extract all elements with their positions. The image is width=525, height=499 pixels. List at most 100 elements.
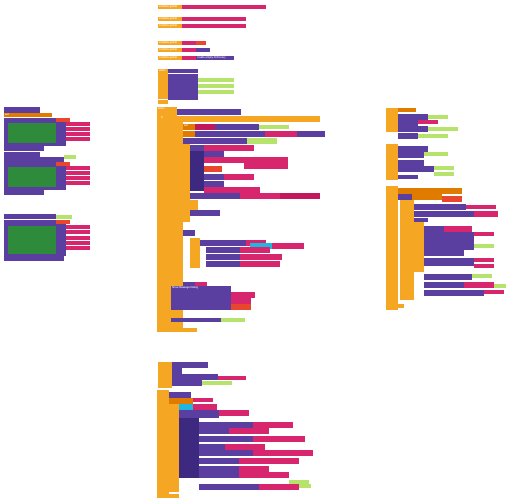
- value-block[interactable]: [293, 450, 313, 456]
- call-block[interactable]: [398, 126, 428, 132]
- value-block[interactable]: [444, 226, 472, 232]
- text-block[interactable]: [198, 90, 234, 94]
- loop-block[interactable]: [190, 151, 204, 191]
- value-block[interactable]: [231, 298, 251, 304]
- text-block[interactable]: [56, 215, 72, 219]
- component-block[interactable]: [414, 218, 428, 222]
- container-block[interactable]: [8, 226, 56, 254]
- component-block[interactable]: [172, 368, 182, 374]
- text-block[interactable]: [418, 134, 448, 138]
- call-block[interactable]: [195, 131, 265, 137]
- event-footer[interactable]: [157, 494, 179, 498]
- value-block[interactable]: [272, 243, 304, 249]
- number-block[interactable]: [231, 304, 251, 310]
- value-block[interactable]: [240, 247, 270, 253]
- number-block[interactable]: [196, 41, 206, 45]
- call-block[interactable]: [199, 450, 253, 456]
- event-block[interactable]: [386, 144, 398, 180]
- component-block[interactable]: [204, 174, 224, 180]
- value-block[interactable]: [195, 282, 207, 288]
- text-block[interactable]: [428, 127, 458, 131]
- number-block[interactable]: [204, 166, 222, 172]
- value-block[interactable]: [193, 404, 217, 410]
- call-block[interactable]: [199, 472, 239, 478]
- call-block[interactable]: [206, 254, 240, 260]
- call-block[interactable]: [172, 380, 202, 386]
- if-footer[interactable]: [190, 200, 198, 210]
- component-block[interactable]: [4, 256, 64, 261]
- component-block[interactable]: [4, 146, 44, 151]
- global-init-block[interactable]: initialize global: [158, 24, 182, 28]
- value-block[interactable]: [265, 131, 297, 137]
- call-block[interactable]: [297, 131, 325, 137]
- component-block[interactable]: [190, 145, 204, 151]
- container-block[interactable]: [8, 167, 56, 187]
- value-block[interactable]: [204, 157, 244, 163]
- value-block[interactable]: [196, 17, 246, 21]
- component-block[interactable]: [190, 210, 220, 216]
- event-block[interactable]: [386, 108, 398, 132]
- call-block[interactable]: [424, 258, 474, 266]
- value-block[interactable]: [240, 261, 280, 267]
- set-block[interactable]: [398, 188, 462, 194]
- component-block[interactable]: [183, 230, 195, 236]
- value-block[interactable]: [182, 24, 196, 28]
- component-block[interactable]: [177, 109, 241, 115]
- if-body[interactable]: [190, 238, 200, 268]
- call-block[interactable]: [424, 282, 464, 288]
- procedure-footer[interactable]: [157, 328, 197, 332]
- value-block[interactable]: [182, 41, 196, 45]
- if-block[interactable]: [414, 222, 424, 272]
- text-block[interactable]: [289, 480, 309, 484]
- value-block[interactable]: [66, 241, 90, 245]
- set-block[interactable]: [169, 398, 193, 404]
- call-block[interactable]: [398, 166, 434, 172]
- event-block[interactable]: [158, 362, 172, 388]
- global-init-block[interactable]: initialize global: [158, 17, 182, 21]
- text-block[interactable]: [424, 152, 448, 156]
- value-block[interactable]: [418, 120, 438, 124]
- if-block[interactable]: [165, 404, 179, 492]
- text-block[interactable]: [428, 115, 448, 119]
- loop-block[interactable]: [179, 418, 199, 478]
- call-block[interactable]: [172, 374, 218, 380]
- value-block[interactable]: [195, 124, 215, 130]
- text-block[interactable]: [198, 84, 234, 88]
- value-block[interactable]: [244, 163, 288, 169]
- component-block[interactable]: [398, 133, 418, 139]
- call-block[interactable]: [434, 204, 466, 210]
- value-block[interactable]: [281, 436, 305, 442]
- value-block[interactable]: [66, 246, 90, 250]
- call-block[interactable]: [179, 410, 219, 418]
- text-block[interactable]: [259, 125, 289, 129]
- component-block[interactable]: [398, 194, 412, 200]
- value-block[interactable]: [239, 458, 299, 464]
- text-block[interactable]: [202, 381, 232, 385]
- call-block[interactable]: [199, 428, 229, 434]
- global-init-block[interactable]: initialize global: [158, 41, 182, 45]
- call-block[interactable]: [414, 211, 474, 217]
- set-block[interactable]: [412, 194, 442, 200]
- call-block[interactable]: [424, 290, 484, 296]
- component-block[interactable]: [169, 392, 191, 398]
- text-block[interactable]: [434, 172, 454, 176]
- global-init-block[interactable]: initialize global: [158, 48, 182, 52]
- component-block[interactable]: [424, 226, 444, 232]
- value-block[interactable]: [66, 137, 90, 141]
- call-block[interactable]: [424, 232, 474, 238]
- call-block[interactable]: [199, 436, 253, 442]
- call-block[interactable]: [206, 247, 240, 253]
- set-block[interactable]: set: [183, 124, 195, 130]
- set-block[interactable]: [183, 131, 195, 137]
- value-block[interactable]: [474, 211, 498, 217]
- text-block[interactable]: [64, 155, 76, 159]
- value-block[interactable]: [66, 236, 90, 240]
- call-block[interactable]: [199, 458, 239, 464]
- call-block[interactable]: [171, 292, 231, 310]
- component-block[interactable]: [204, 181, 224, 187]
- component-block[interactable]: [4, 214, 56, 219]
- component-block[interactable]: [4, 157, 64, 162]
- value-block[interactable]: [229, 428, 269, 434]
- text-block[interactable]: [474, 244, 494, 248]
